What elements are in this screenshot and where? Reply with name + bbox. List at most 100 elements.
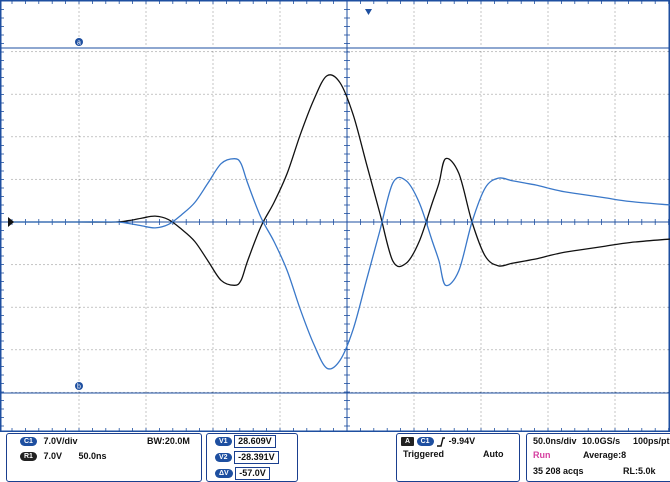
grid-dot: [279, 423, 281, 425]
grid-dot: [163, 51, 165, 53]
grid-dot: [71, 93, 73, 95]
grid-dot: [359, 264, 361, 266]
grid-dot: [135, 51, 137, 53]
grid-dot: [480, 331, 482, 333]
grid-dot: [547, 199, 549, 201]
grid-dot: [614, 267, 616, 269]
grid-dot: [145, 207, 147, 209]
grid-dot: [195, 349, 197, 351]
grid-dot: [27, 51, 29, 53]
channel-panel[interactable]: C1 7.0V/div BW:20.0M R1 7.0V 50.0ns: [6, 433, 202, 482]
grid-dot: [427, 349, 429, 351]
grid-dot: [279, 163, 281, 165]
cursor-a-marker[interactable]: [75, 38, 83, 46]
grid-dot: [279, 115, 281, 117]
grid-dot: [211, 349, 213, 351]
grid-dot: [413, 227, 415, 229]
grid-dot: [480, 319, 482, 321]
grid-dot: [67, 264, 69, 266]
ground-level-marker[interactable]: [8, 217, 14, 227]
grid-dot: [143, 51, 145, 53]
grid-dot: [355, 51, 357, 53]
grid-dot: [631, 264, 633, 266]
grid-dot: [387, 93, 389, 95]
grid-dot: [145, 323, 147, 325]
grid-dot: [547, 243, 549, 245]
grid-dot: [659, 306, 661, 308]
grid-dot: [335, 178, 337, 180]
trigger-panel[interactable]: A C1 -9.94V Triggered Auto: [396, 433, 520, 482]
grid-dot: [143, 178, 145, 180]
grid-dot: [367, 136, 369, 138]
grid-dot: [251, 51, 253, 53]
grid-dot: [231, 51, 233, 53]
grid-dot: [212, 23, 214, 25]
grid-dot: [279, 151, 281, 153]
grid-dot: [387, 51, 389, 53]
grid-dot: [78, 119, 80, 121]
grid-dot: [607, 93, 609, 95]
grid-dot: [480, 107, 482, 109]
grid-dot: [611, 51, 613, 53]
trigger-mode[interactable]: Auto: [483, 449, 504, 459]
grid-dot: [145, 279, 147, 281]
grid-dot: [359, 178, 361, 180]
grid-dot: [145, 287, 147, 289]
grid-dot: [251, 306, 253, 308]
r1-badge[interactable]: R1: [20, 452, 37, 462]
grid-dot: [667, 178, 669, 180]
grid-dot: [579, 136, 581, 138]
grid-dot: [614, 331, 616, 333]
cursor-readout-panel[interactable]: V1 28.609V V2 -28.391V ΔV -57.0V: [206, 433, 298, 482]
grid-dot: [247, 349, 249, 351]
grid-dot: [127, 93, 129, 95]
grid-dot: [480, 411, 482, 413]
grid-dot: [371, 136, 373, 138]
grid-dot: [39, 178, 41, 180]
grid-dot: [127, 306, 129, 308]
grid-dot: [463, 51, 465, 53]
grid-dot: [611, 136, 613, 138]
grid-dot: [559, 306, 561, 308]
acquisition-panel[interactable]: 50.0ns/div 10.0GS/s 100ps/pt Run Average…: [526, 433, 670, 482]
grid-dot: [145, 419, 147, 421]
grid-dot: [211, 51, 213, 53]
grid-dot: [619, 93, 621, 95]
grid-dot: [495, 93, 497, 95]
grid-dot: [413, 159, 415, 161]
grid-dot: [387, 349, 389, 351]
grid-dot: [614, 387, 616, 389]
grid-dot: [291, 306, 293, 308]
grid-dot: [635, 136, 637, 138]
grid-dot: [78, 279, 80, 281]
grid-dot: [480, 379, 482, 381]
grid-dot: [413, 19, 415, 21]
trigger-position-marker[interactable]: [365, 9, 372, 15]
grid-dot: [547, 359, 549, 361]
cursor-b-marker[interactable]: [75, 382, 83, 390]
grid-dot: [287, 136, 289, 138]
grid-dot: [307, 51, 309, 53]
grid-dot: [212, 7, 214, 9]
grid-dot: [480, 235, 482, 237]
run-state[interactable]: Run: [533, 450, 551, 460]
grid-dot: [78, 303, 80, 305]
grid-dot: [623, 178, 625, 180]
grid-dot: [295, 306, 297, 308]
grid-dot: [523, 264, 525, 266]
grid-dot: [331, 51, 333, 53]
grid-dot: [547, 63, 549, 65]
grid-dot: [523, 51, 525, 53]
grid-dot: [413, 411, 415, 413]
grid-dot: [279, 99, 281, 101]
grid-dot: [639, 306, 641, 308]
grid-dot: [91, 178, 93, 180]
grid-dot: [547, 127, 549, 129]
grid-dot: [635, 306, 637, 308]
grid-dot: [212, 179, 214, 181]
grid-dot: [279, 227, 281, 229]
c1-badge[interactable]: C1: [20, 437, 37, 447]
grid-dot: [227, 51, 229, 53]
grid-dot: [547, 147, 549, 149]
grid-dot: [571, 306, 573, 308]
